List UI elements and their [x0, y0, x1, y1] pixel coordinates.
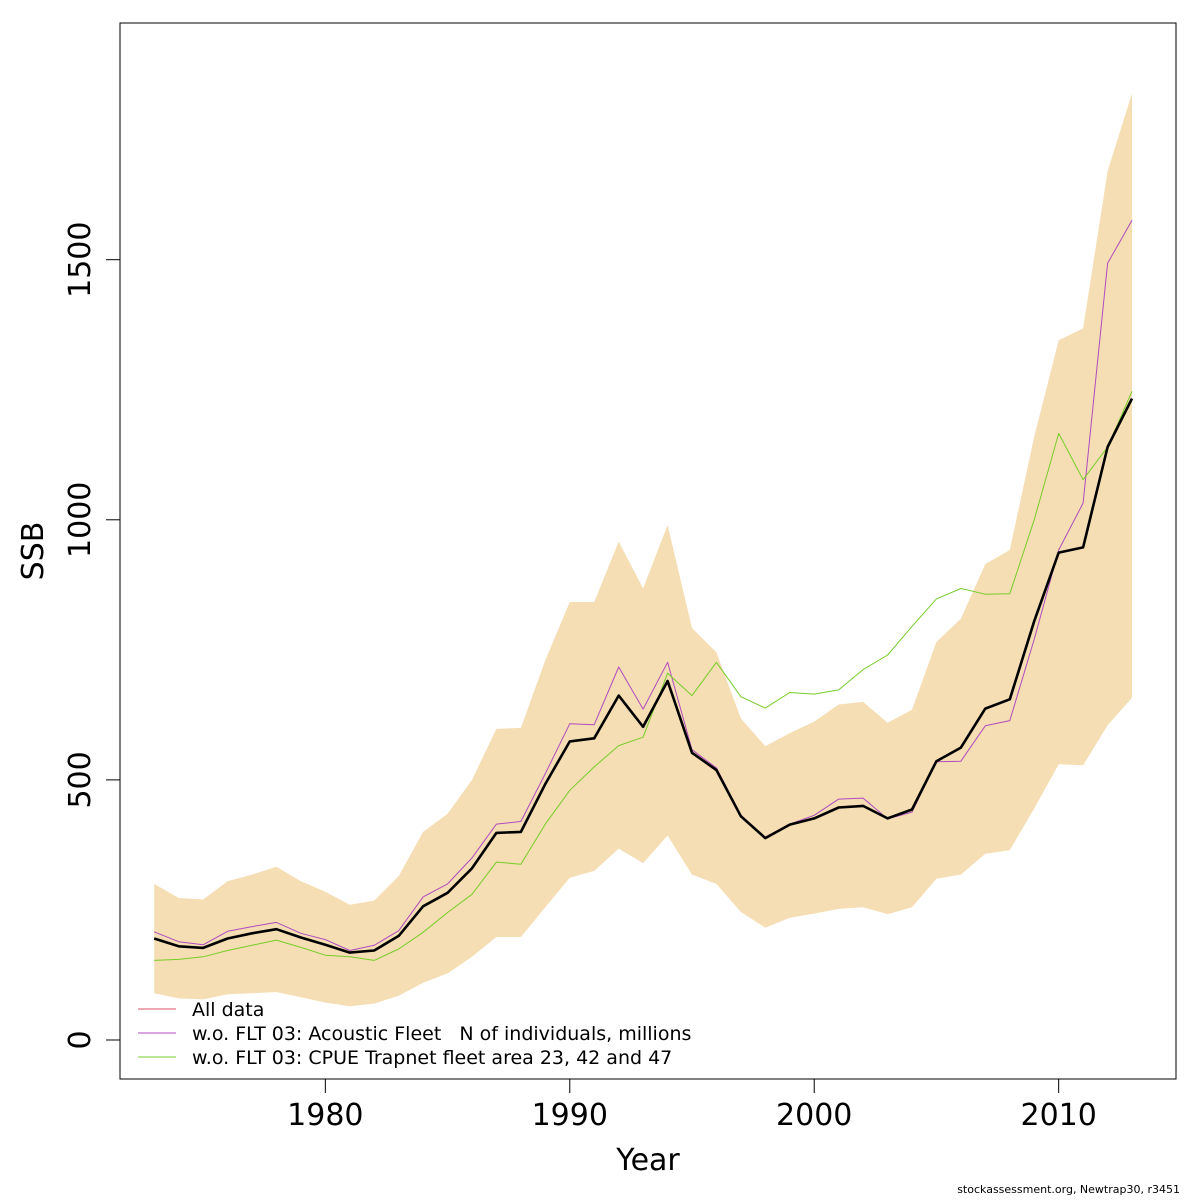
legend-label-2: w.o. FLT 03: Acoustic Fleet N of individ… — [192, 1023, 691, 1045]
series-line-3 — [154, 391, 1133, 961]
footer-credit: stockassessment.org, Newtrap30, r3451 — [957, 1183, 1180, 1196]
series-line-2 — [154, 219, 1133, 951]
y-axis-title: SSB — [16, 522, 51, 581]
series-layer — [153, 219, 1134, 961]
series-line-4 — [153, 398, 1134, 954]
y-tick-label-500: 500 — [63, 751, 98, 808]
x-tick-label-2010: 2010 — [1020, 1098, 1096, 1133]
y-axis: 0 500 1000 1500 — [63, 222, 121, 1050]
x-axis: 1980 1990 2000 2010 — [287, 1078, 1097, 1133]
legend-label-1: All data — [192, 999, 264, 1021]
y-tick-label-1500: 1500 — [63, 222, 98, 298]
y-tick-label-1000: 1000 — [63, 482, 98, 558]
x-tick-label-1980: 1980 — [287, 1098, 363, 1133]
y-tick-label-0: 0 — [63, 1030, 98, 1049]
x-tick-label-1990: 1990 — [532, 1098, 608, 1133]
confidence-band — [154, 93, 1132, 1007]
x-axis-title: Year — [615, 1143, 680, 1178]
confidence-band-layer — [154, 93, 1132, 1007]
legend-label-3: w.o. FLT 03: CPUE Trapnet fleet area 23,… — [192, 1047, 672, 1069]
x-tick-label-2000: 2000 — [776, 1098, 852, 1133]
